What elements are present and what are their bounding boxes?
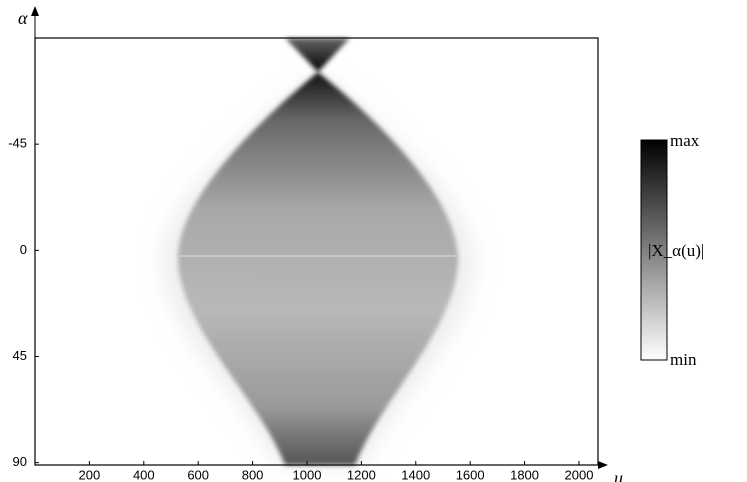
x-tick-label: 800 xyxy=(242,467,264,482)
x-tick-label: 200 xyxy=(79,467,101,482)
heatmap xyxy=(161,38,476,465)
colorbar-scale xyxy=(640,139,668,361)
x-tick-label: 400 xyxy=(133,467,155,482)
colorbar: max min |X_α(u)| xyxy=(640,131,704,369)
y-tick-label: 0 xyxy=(20,242,27,257)
x-axis-label: u xyxy=(614,468,623,482)
y-axis-label: α xyxy=(18,8,28,28)
x-tick-label: 600 xyxy=(187,467,209,482)
x-tick-label: 1200 xyxy=(347,467,376,482)
x-tick-label: 1600 xyxy=(456,467,485,482)
y-tick-label: 45 xyxy=(13,348,27,363)
colorbar-label: |X_α(u)| xyxy=(648,241,704,260)
colorbar-max: max xyxy=(670,131,700,150)
colorbar-min: min xyxy=(670,350,697,369)
y-tick-label: 90 xyxy=(13,454,27,469)
x-tick-label: 1800 xyxy=(510,467,539,482)
x-tick-label: 1000 xyxy=(293,467,322,482)
x-arrow xyxy=(598,461,608,469)
x-tick-label: 2000 xyxy=(565,467,594,482)
y-arrow xyxy=(31,6,39,16)
y-tick-label: -45 xyxy=(8,136,27,151)
x-tick-label: 1400 xyxy=(401,467,430,482)
